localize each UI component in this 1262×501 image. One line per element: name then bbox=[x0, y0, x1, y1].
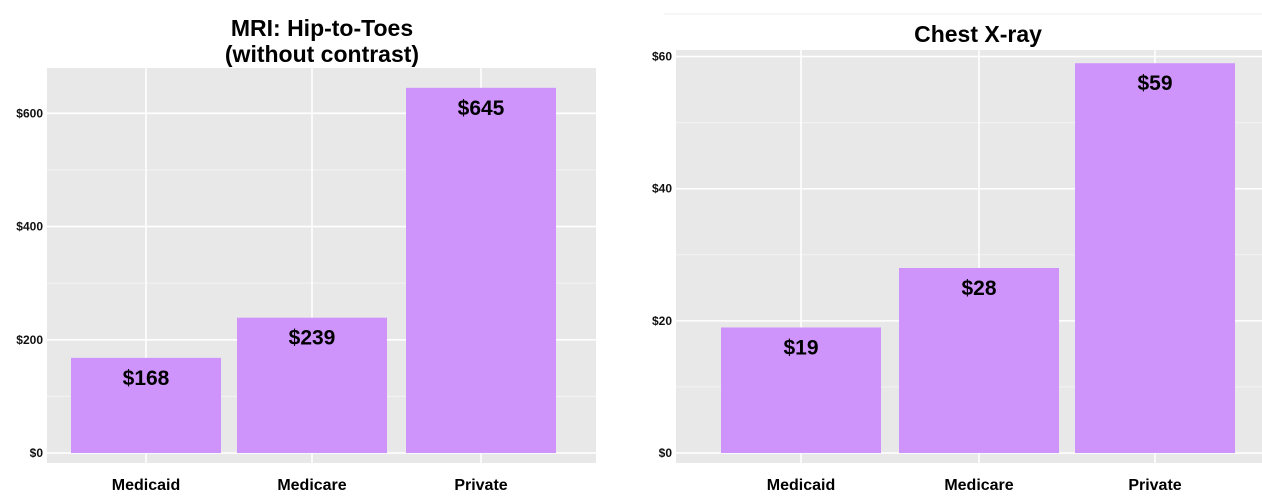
chart-xray-svg: Chest X-ray $0 $20 $40 $60 Medicaid Medicare… bbox=[652, 13, 1262, 494]
x-tick-label: Medicaid bbox=[112, 477, 180, 494]
chart-mri-hip-to-toes: MRI: Hip-to-Toes (without contrast) $0 $2… bbox=[0, 0, 620, 496]
y-tick-label: $0 bbox=[30, 446, 44, 460]
y-tick-label: $400 bbox=[16, 220, 43, 234]
y-tick-label: $60 bbox=[652, 50, 672, 64]
bar-medicaid bbox=[721, 327, 881, 453]
x-tick-label: Private bbox=[454, 477, 507, 494]
data-label: $239 bbox=[289, 327, 336, 350]
bar-private bbox=[1075, 63, 1235, 454]
data-label: $168 bbox=[123, 367, 170, 390]
bar-medicare bbox=[899, 268, 1059, 453]
chart-title: MRI: Hip-to-Toes bbox=[231, 15, 413, 41]
data-label: $645 bbox=[458, 97, 505, 120]
y-tick-label: $600 bbox=[16, 106, 43, 120]
data-label: $28 bbox=[961, 277, 996, 300]
data-label: $19 bbox=[783, 336, 818, 359]
x-tick-label: Medicaid bbox=[767, 477, 835, 494]
chart-chest-xray: Chest X-ray $0 $20 $40 $60 Medicaid Medicare… bbox=[631, 0, 1262, 496]
x-tick-label: Medicare bbox=[944, 477, 1013, 494]
y-tick-label: $20 bbox=[652, 314, 672, 328]
bar-private bbox=[406, 87, 556, 454]
x-tick-label: Private bbox=[1128, 477, 1181, 494]
chart-mri-svg: MRI: Hip-to-Toes (without contrast) $0 $2… bbox=[16, 15, 596, 494]
data-label: $59 bbox=[1137, 72, 1172, 95]
y-tick-label: $40 bbox=[652, 182, 672, 196]
chart-subtitle: (without contrast) bbox=[225, 41, 419, 67]
bar-medicare bbox=[237, 317, 387, 453]
y-tick-label: $200 bbox=[16, 333, 43, 347]
x-tick-label: Medicare bbox=[277, 477, 346, 494]
chart-title: Chest X-ray bbox=[914, 21, 1042, 47]
bar-medicaid bbox=[71, 357, 221, 453]
y-tick-label: $0 bbox=[659, 446, 673, 460]
